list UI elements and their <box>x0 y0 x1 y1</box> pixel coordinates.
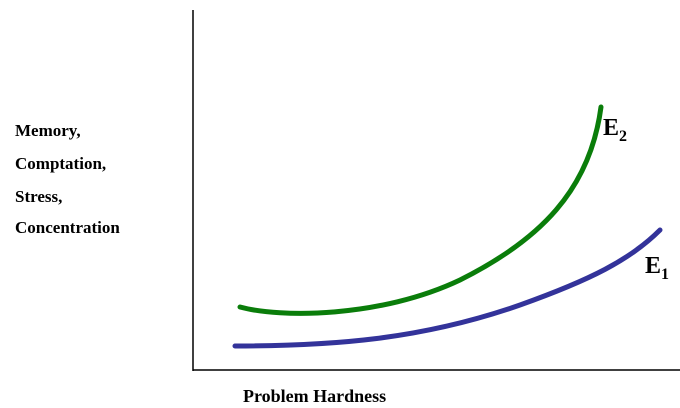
y-axis-label: Stress, <box>15 187 62 206</box>
y-axis-label: Comptation, <box>15 154 106 173</box>
curve-letter: E <box>603 115 619 141</box>
curve-e1 <box>232 227 663 349</box>
curve-e2 <box>237 104 604 316</box>
curve-letter: E <box>645 253 661 279</box>
x-axis-label: Problem Hardness <box>243 386 386 406</box>
curve-label: E2 <box>603 115 627 145</box>
curve-subscript: 2 <box>619 128 627 145</box>
y-axis-label: Concentration <box>15 218 120 237</box>
curve-subscript: 1 <box>661 266 669 283</box>
y-axis-label: Memory, <box>15 121 81 140</box>
curve-label: E1 <box>645 253 669 283</box>
